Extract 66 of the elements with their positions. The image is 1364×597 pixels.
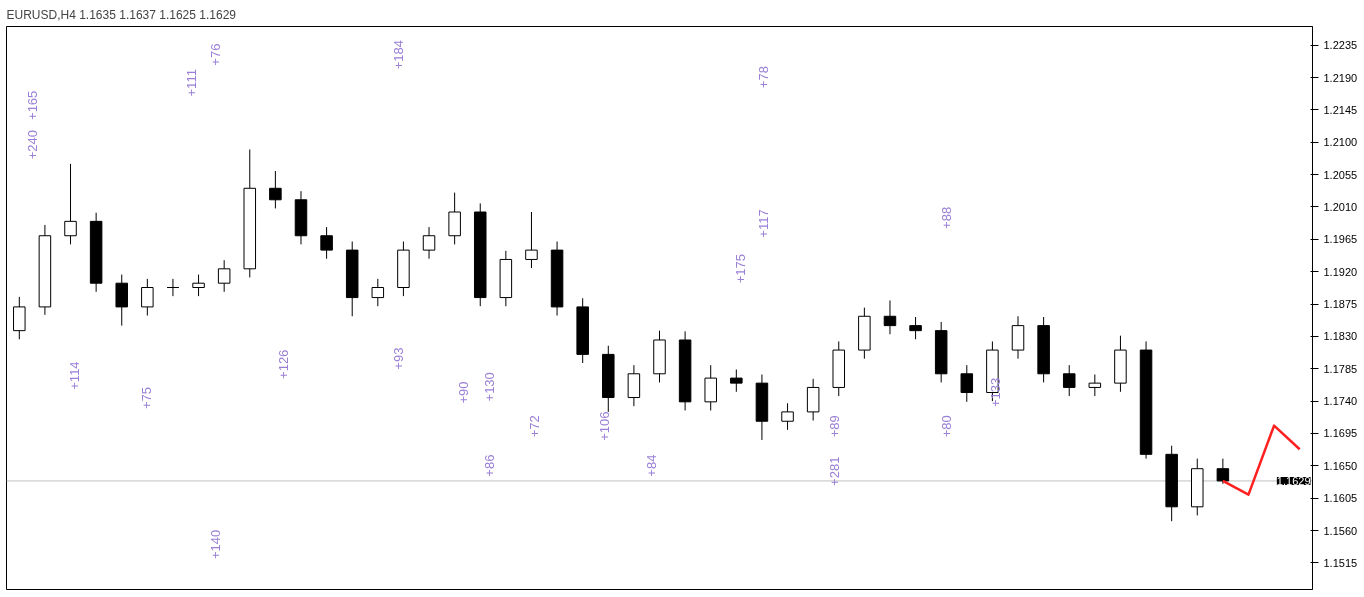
annotation: +75 [138,387,154,410]
annotation: +175 [732,253,748,284]
y-tick-label: 1.2100 [1323,136,1358,149]
candlestick [320,226,333,260]
candlestick [422,226,436,260]
annotation: +111 [184,69,200,97]
candlestick [371,278,385,307]
annotation: +133 [987,377,1003,408]
candlestick [166,278,180,297]
candlestick [141,278,154,317]
ref-line-label: 1.1629 [1276,474,1311,487]
y-tick-label: 1.1830 [1323,330,1358,343]
y-tick-label: 1.1695 [1323,427,1358,440]
candlestick [883,299,897,335]
candlestick [704,364,717,411]
candlestick [627,364,641,407]
annotation: +72 [526,415,542,438]
annotation: +165 [25,90,41,120]
candlestick [1088,374,1102,397]
annotation: +281 [827,456,842,486]
candlestick [909,316,922,340]
candlestick [730,368,743,393]
y-tick-label: 1.1650 [1323,459,1358,472]
annotation: +106 [597,411,613,441]
y-tick-label: 1.1515 [1323,556,1358,569]
y-tick-label: 1.1560 [1323,524,1358,537]
candlestick [781,402,794,431]
candlestick [269,170,282,209]
y-tick-label: 1.2145 [1323,103,1358,116]
y-tick-label: 1.1965 [1323,233,1358,246]
annotation: +130 [482,372,498,402]
annotation: +76 [207,43,223,66]
candlestick [217,259,231,293]
y-tick-label: 1.1740 [1323,395,1358,408]
candlestick [64,163,77,245]
y-tick-label: 1.1785 [1323,362,1358,375]
annotation: +117 [756,209,772,238]
y-tick-label: 1.2190 [1323,71,1358,84]
candlestick [448,192,461,245]
y-tick-label: 1.2055 [1323,168,1358,181]
y-tick-label: 1.1875 [1323,298,1358,311]
annotation: +90 [456,381,472,404]
candlestick [1062,364,1076,397]
y-tick-label: 1.1920 [1323,265,1358,278]
annotation: +89 [827,415,842,438]
annotation: +88 [939,206,955,229]
annotation: +184 [390,39,406,70]
candlestick [1216,458,1230,485]
candlestick [115,274,128,327]
annotation: +80 [939,415,955,438]
annotation: +140 [207,529,223,560]
y-tick-label: 1.2010 [1323,200,1358,213]
annotation: +126 [275,349,291,379]
annotation: +78 [756,66,772,89]
candlestick [192,274,205,297]
annotation: +84 [644,454,660,477]
annotation: +93 [390,347,406,370]
candlestick [525,211,538,269]
candlestick [960,364,974,403]
y-tick-label: 1.2235 [1323,39,1358,52]
y-tick-label: 1.1605 [1323,492,1358,505]
candlestick [13,296,26,340]
annotation: +240 [25,130,41,160]
annotation: +114 [66,361,82,390]
annotation: +86 [482,454,498,477]
chart-title: EURUSD,H4 1.1635 1.1637 1.1625 1.1629 [6,7,237,22]
